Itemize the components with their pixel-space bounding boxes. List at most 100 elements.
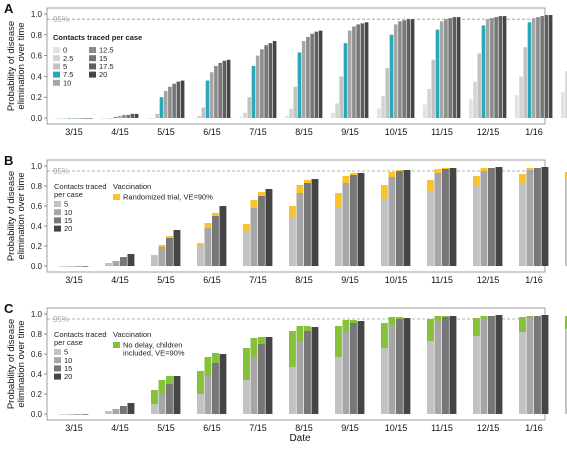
legend-label: 10 [64, 356, 72, 365]
bar [498, 16, 503, 118]
x-tick-label: 9/15 [341, 275, 359, 285]
bar [258, 196, 265, 266]
bar [356, 24, 360, 118]
legend-swatch [54, 357, 61, 364]
legend-label: 15 [64, 364, 72, 373]
bar [515, 95, 519, 118]
bar-vaccine-increment [212, 353, 219, 363]
bar [272, 41, 277, 118]
bar [544, 15, 549, 118]
bar [151, 256, 158, 266]
y-axis-title-line: Probability of disease [6, 171, 17, 261]
bar [347, 30, 352, 118]
legend-swatch [89, 63, 96, 70]
bar [335, 357, 342, 414]
bar [469, 99, 473, 118]
legend-label: 7.5 [63, 70, 73, 79]
bar [105, 263, 112, 266]
y-axis-title: Probability of diseaseelimination over t… [6, 171, 27, 261]
legend-label: 10 [63, 78, 71, 87]
chart-panel-b: 0.0 0.2 0.4 0.6 0.8 1.0 95% B Probability of dis… [4, 153, 567, 285]
bar [212, 363, 219, 414]
bar-vaccine-increment [335, 193, 342, 208]
vaccination-legend-label: included, VE=90% [123, 349, 185, 358]
x-tick-label: 1/16 [525, 275, 543, 285]
y-axis-title-line: Probability of disease [6, 319, 17, 409]
x-tick-label: 6/15 [203, 275, 221, 285]
x-tick-label: 7/15 [249, 127, 267, 137]
x-tick-label: 12/15 [477, 275, 500, 285]
bar [442, 317, 449, 414]
bar-vaccine-increment [197, 243, 204, 246]
bar [410, 19, 415, 119]
bar [442, 169, 449, 266]
bar [159, 97, 164, 118]
bar-vaccine-increment [166, 376, 173, 384]
bar [357, 173, 365, 266]
bar [243, 112, 247, 118]
bar [388, 325, 396, 414]
bar [205, 80, 210, 118]
bar [84, 118, 89, 119]
bar-vaccine-increment [427, 319, 434, 341]
vaccination-legend-swatch [113, 194, 120, 200]
x-tick-label: 5/15 [157, 423, 175, 433]
bar [296, 193, 304, 266]
y-axis-title-line: Probability of disease [6, 21, 17, 111]
bar [247, 97, 252, 118]
legend-swatch [53, 55, 60, 62]
x-tick-label: 3/15 [65, 127, 83, 137]
x-tick-label: 3/15 [65, 423, 83, 433]
bar [490, 18, 494, 118]
bar [531, 18, 536, 118]
bar [81, 266, 89, 267]
bar [66, 266, 74, 267]
bar [352, 26, 356, 119]
legend-swatch [54, 217, 61, 224]
panel-label: C [4, 301, 14, 316]
bar [265, 337, 273, 414]
bar [494, 17, 498, 118]
bar [112, 261, 120, 266]
bar [448, 18, 452, 118]
bar [120, 257, 127, 266]
bar [536, 17, 540, 118]
x-tick-label: 5/15 [157, 127, 175, 137]
x-tick-label: 11/15 [431, 423, 453, 433]
bar [219, 354, 227, 414]
bar [112, 409, 120, 414]
bar [381, 199, 388, 266]
legend-title: per case [54, 190, 83, 199]
bar [204, 376, 212, 414]
legend-label: 17.5 [99, 62, 114, 71]
x-tick-label: 12/15 [477, 423, 500, 433]
bar [311, 179, 319, 266]
bar [172, 83, 176, 118]
bar [481, 25, 486, 118]
y-tick-label: 0.6 [31, 202, 43, 211]
bar [59, 414, 66, 415]
y-axis-title-line: elimination over time [16, 320, 27, 407]
bar [304, 183, 311, 266]
bar [389, 34, 394, 118]
vaccination-legend-label: Randomized trial, VE=90% [123, 193, 213, 202]
y-tick-label: 1.0 [31, 10, 43, 19]
bar-vaccine-increment [342, 176, 350, 183]
bar [74, 414, 81, 415]
legend-swatch [53, 63, 60, 70]
bar [364, 22, 369, 118]
bar [197, 246, 204, 266]
bar-vaccine-increment [304, 326, 311, 331]
bar [173, 376, 181, 414]
bar [59, 118, 63, 119]
bar [260, 49, 264, 118]
bar [495, 167, 503, 266]
bar-vaccine-increment [381, 323, 388, 348]
bar-vaccine-increment [243, 224, 250, 231]
bar [226, 59, 231, 118]
bar [388, 177, 396, 266]
bar [488, 168, 495, 266]
bar [127, 403, 135, 414]
x-tick-label: 4/15 [111, 423, 129, 433]
bar-vaccine-increment [519, 174, 526, 183]
